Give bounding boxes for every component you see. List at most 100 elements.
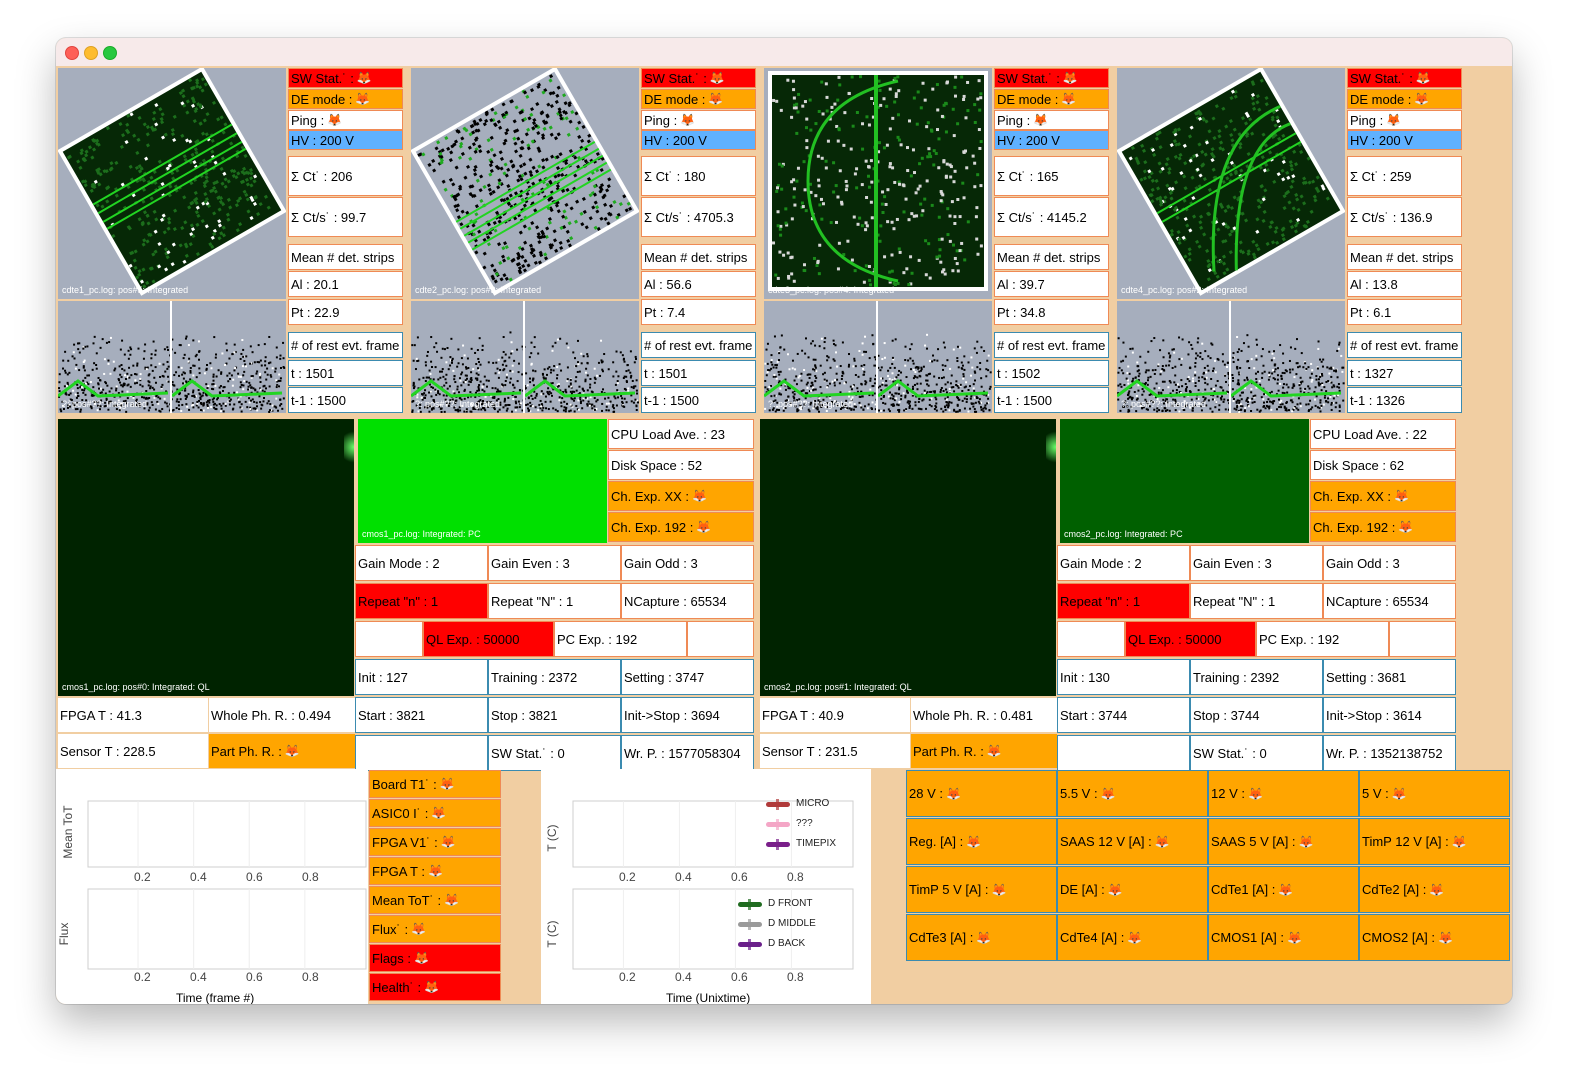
cmos-stop: Stop : 3821 bbox=[488, 697, 621, 733]
cmos-blank-cell bbox=[1057, 621, 1125, 657]
cdte-hv-text: HV : 200 V bbox=[1350, 132, 1413, 148]
cdte-t-text: t : 1502 bbox=[997, 365, 1041, 381]
status-fox-icon bbox=[357, 72, 372, 84]
cdte-mean-det-strips-text: Mean # det. strips bbox=[997, 249, 1101, 265]
cdte-sw-status-text: SW Stat.˙ : bbox=[997, 70, 1060, 86]
cmos-ql-image-2: cmos2_pc.log: pos#1: Integrated: QL bbox=[760, 419, 1056, 696]
cmos-whole-ph-rate: Whole Ph. R. : 0.481 bbox=[911, 698, 1057, 732]
power-status-item-text: CMOS1 [A] : bbox=[1211, 930, 1284, 945]
cmos-start: Start : 3821 bbox=[355, 697, 488, 733]
cmos-wr-p: Wr. P. : 1352138752 bbox=[1323, 735, 1456, 771]
dashboard: cdte1_pc.log: pos#5: Integrated ?: pos#??… bbox=[56, 66, 1512, 1004]
timepix-bottom-ylabel: Flux bbox=[57, 922, 71, 946]
cmos-ch-exp-xx-text: Ch. Exp. XX : bbox=[611, 488, 690, 504]
cdte-spectrum-label: ?: pos#??: Integrated bbox=[415, 399, 501, 409]
power-status-item: CMOS2 [A] : bbox=[1359, 914, 1510, 961]
timepix-tick-label: 0.6 bbox=[246, 970, 263, 984]
cmos-gain-odd-text: Gain Odd : 3 bbox=[1326, 555, 1400, 571]
cdte-al: Al : 56.6 bbox=[641, 271, 756, 297]
cdte-sw-status: SW Stat.˙ : bbox=[288, 68, 403, 88]
cmos-ncapture-text: NCapture : 65534 bbox=[624, 593, 727, 609]
cdte-al-text: Al : 56.6 bbox=[644, 276, 692, 292]
cmos-ch-exp-192: Ch. Exp. 192 : bbox=[1310, 512, 1456, 542]
power-status-item: 5.5 V : bbox=[1057, 770, 1208, 817]
cdte-image-1: cdte1_pc.log: pos#5: Integrated bbox=[58, 68, 286, 299]
cmos-cpu-load: CPU Load Ave. : 22 bbox=[1310, 419, 1456, 449]
cdte-sum-cts-text: Σ Ct/s˙ : 99.7 bbox=[291, 209, 367, 225]
cdte-de-mode: DE mode : bbox=[288, 89, 403, 109]
cmos-gain-even-text: Gain Even : 3 bbox=[491, 555, 570, 571]
cdte-spectrum-plot-2 bbox=[411, 301, 639, 413]
cmos-stop-text: Stop : 3821 bbox=[491, 707, 558, 723]
status-fox-icon bbox=[1386, 114, 1401, 126]
power-status-item-text: CdTe4 [A] : bbox=[1060, 930, 1125, 945]
cmos-blank-cell bbox=[1057, 735, 1190, 771]
temperature-chart bbox=[572, 800, 854, 970]
cmos-ql-label: cmos1_pc.log: pos#0: Integrated: QL bbox=[62, 682, 210, 692]
power-status-item: CdTe2 [A] : bbox=[1359, 866, 1510, 913]
cmos-sensor-t: Sensor T : 228.5 bbox=[58, 734, 208, 768]
cdte-spectrum-3: ?: pos#??: Integrated bbox=[764, 301, 992, 413]
cdte-rest-evt-frame: # of rest evt. frame bbox=[1347, 332, 1462, 358]
status-fox-icon bbox=[1429, 884, 1444, 896]
status-fox-icon bbox=[1414, 93, 1429, 105]
minimize-window-button[interactable] bbox=[84, 46, 98, 60]
status-fox-icon bbox=[424, 981, 439, 993]
cdte-sw-status-text: SW Stat.˙ : bbox=[1350, 70, 1413, 86]
cdte-rest-evt-frame: # of rest evt. frame bbox=[994, 332, 1109, 358]
cdte-sw-status: SW Stat.˙ : bbox=[641, 68, 756, 88]
cdte-ping-text: Ping : bbox=[1350, 112, 1384, 128]
power-status-item-text: SAAS 12 V [A] : bbox=[1060, 834, 1152, 849]
cmos-ql-exp-text: QL Exp. : 50000 bbox=[1128, 631, 1222, 647]
cdte-t-minus-1-text: t-1 : 1500 bbox=[291, 392, 346, 408]
timepix-status-item: Mean ToT˙ : bbox=[369, 886, 501, 914]
cdte-t: t : 1501 bbox=[288, 360, 403, 386]
legend-swatch-tick bbox=[776, 839, 779, 850]
power-status-item: 28 V : bbox=[906, 770, 1057, 817]
cdte-t-text: t : 1327 bbox=[1350, 365, 1394, 381]
cdte-spectrum-plot-3 bbox=[764, 301, 992, 413]
cdte-spectrum-label: ?: pos#??: Integrated bbox=[768, 399, 854, 409]
cmos-whole-ph-rate-text: Whole Ph. R. : 0.494 bbox=[211, 707, 331, 723]
status-fox-icon bbox=[355, 93, 370, 105]
timepix-status-item-text: Health˙ : bbox=[372, 979, 422, 995]
status-fox-icon bbox=[444, 894, 459, 906]
status-fox-icon bbox=[946, 788, 961, 800]
cmos-ql-label: cmos2_pc.log: pos#1: Integrated: QL bbox=[764, 682, 912, 692]
cdte-sw-status-text: SW Stat.˙ : bbox=[291, 70, 354, 86]
temp-xlabel: Time (Unixtime) bbox=[666, 991, 751, 1004]
cmos-gain-mode: Gain Mode : 2 bbox=[1057, 545, 1190, 581]
timepix-chart-panel: Mean ToT Flux Time (frame #) 0.2 0.2 0.4 0.… bbox=[56, 769, 368, 1004]
timepix-status-item-text: Flags : bbox=[372, 950, 412, 966]
cmos-init-stop: Init->Stop : 3694 bbox=[621, 697, 754, 733]
status-fox-icon bbox=[441, 836, 456, 848]
zoom-window-button[interactable] bbox=[103, 46, 117, 60]
cmos-init: Init : 127 bbox=[355, 659, 488, 695]
status-fox-icon bbox=[1392, 788, 1407, 800]
cmos-fpga-t-text: FPGA T : 41.3 bbox=[60, 707, 142, 723]
cmos-init-text: Init : 130 bbox=[1060, 669, 1110, 685]
cdte-rest-evt-frame: # of rest evt. frame bbox=[641, 332, 756, 358]
cdte-sum-cts-text: Σ Ct/s˙ : 4145.2 bbox=[997, 209, 1087, 225]
power-status-item: 5 V : bbox=[1359, 770, 1510, 817]
cdte-mean-det-strips: Mean # det. strips bbox=[641, 244, 756, 270]
cdte-sw-status: SW Stat.˙ : bbox=[994, 68, 1109, 88]
status-fox-icon bbox=[991, 884, 1006, 896]
cdte-sw-status-text: SW Stat.˙ : bbox=[644, 70, 707, 86]
cmos-cpu-load-text: CPU Load Ave. : 22 bbox=[1313, 426, 1427, 442]
legend-label: MICRO bbox=[796, 798, 830, 809]
timepix-status-item-text: ASIC0 I˙ : bbox=[372, 805, 429, 821]
legend-label: TIMEPIX bbox=[796, 838, 837, 849]
cmos-init-stop-text: Init->Stop : 3614 bbox=[1326, 707, 1422, 723]
cdte-rest-evt-frame-text: # of rest evt. frame bbox=[1350, 337, 1459, 353]
cdte-hv-text: HV : 200 V bbox=[291, 132, 354, 148]
power-status-item-text: CdTe1 [A] : bbox=[1211, 882, 1276, 897]
status-fox-icon bbox=[414, 952, 429, 964]
cdte-sum-cts: Σ Ct/s˙ : 99.7 bbox=[288, 197, 403, 237]
close-window-button[interactable] bbox=[65, 46, 79, 60]
cdte-ping-text: Ping : bbox=[997, 112, 1031, 128]
cdte-al-text: Al : 13.8 bbox=[1350, 276, 1398, 292]
cdte-de-mode-text: DE mode : bbox=[997, 91, 1059, 107]
cdte-ping: Ping : bbox=[994, 110, 1109, 130]
cmos-init-text: Init : 127 bbox=[358, 669, 408, 685]
